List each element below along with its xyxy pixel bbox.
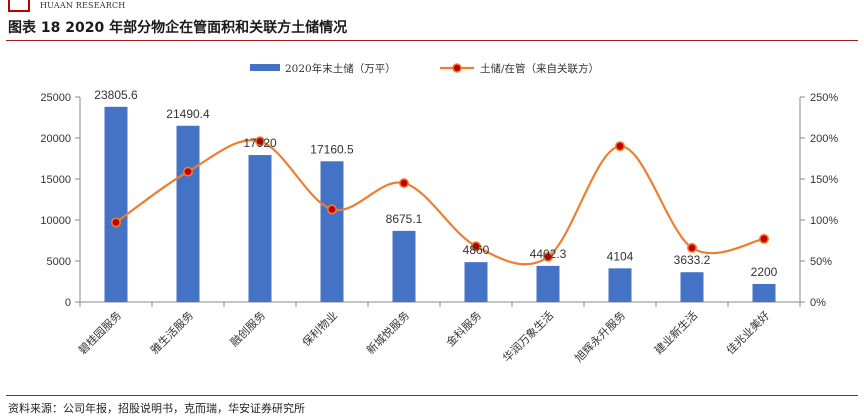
ratio-marker	[470, 241, 481, 252]
logo-icon	[8, 0, 30, 12]
line-series	[111, 136, 769, 266]
bar	[320, 161, 344, 302]
bar-value-label: 23805.6	[94, 88, 138, 102]
figure-title: 图表 18 2020 年部分物企在管面积和关联方土储情况	[8, 20, 348, 36]
category-label: 金科服务	[443, 308, 484, 349]
legend-bar-swatch	[250, 64, 280, 71]
ratio-marker	[326, 204, 337, 215]
legend: 2020年末土储（万平） 土储/在管（来自关联方）	[250, 62, 599, 75]
category-label: 旭辉永升服务	[572, 308, 629, 365]
left-tick-label: 0	[65, 297, 71, 309]
ratio-marker	[398, 178, 409, 189]
bar-value-label: 2200	[751, 265, 778, 279]
bar	[392, 230, 416, 302]
top-rule	[6, 40, 858, 41]
bar-value-label: 8675.1	[386, 212, 423, 226]
right-tick-label: 200%	[810, 133, 838, 145]
left-tick-label: 15000	[40, 174, 71, 186]
bar	[752, 283, 776, 302]
axes: 0 5000 10000 15000 20000 25000 0% 50% 100% 150% 20…	[40, 92, 838, 309]
category-label: 佳兆业美好	[723, 308, 772, 357]
ratio-marker	[542, 251, 553, 262]
right-tick-label: 50%	[810, 256, 832, 268]
legend-bar-label: 2020年末土储（万平）	[285, 62, 396, 75]
bar	[536, 265, 560, 302]
right-tick-label: 250%	[810, 92, 838, 104]
bar-value-label: 21490.4	[166, 107, 210, 121]
bar-series	[104, 106, 776, 302]
ratio-marker	[758, 233, 769, 244]
category-label: 新城悦服务	[363, 308, 412, 357]
ratio-marker	[255, 136, 266, 147]
ratio-line	[115, 139, 765, 266]
right-tick-label: 100%	[810, 215, 838, 227]
bar	[680, 272, 704, 302]
bar-value-label: 4104	[607, 249, 634, 263]
category-label: 碧桂园服务	[75, 308, 124, 357]
legend-marker-swatch	[452, 63, 462, 73]
bar-value-label: 17160.5	[310, 142, 354, 156]
category-label: 建业新生活	[651, 308, 700, 357]
data-labels: 23805.6 21490.4 17920 17160.5 8675.1 4860 4402…	[94, 88, 777, 279]
category-label: 雅生活服务	[147, 308, 196, 357]
left-tick-label: 5000	[47, 256, 71, 268]
left-tick-label: 10000	[40, 215, 71, 227]
category-labels: 碧桂园服务 雅生活服务 融创服务 保利物业 新城悦服务 金科服务 华润万象生活 旭辉永升服务建…	[75, 308, 772, 365]
legend-line-label: 土储/在管（来自关联方）	[480, 62, 599, 75]
left-tick-label: 25000	[40, 92, 71, 104]
category-label: 保利物业	[299, 308, 340, 349]
ratio-marker	[183, 166, 194, 177]
bar	[176, 125, 200, 302]
chart-area: 2020年末土储（万平） 土储/在管（来自关联方） 0 5000 10000 15000…	[40, 62, 838, 365]
bar	[104, 106, 128, 302]
bar-value-label: 17920	[243, 136, 277, 150]
bar-value-label: 3633.2	[674, 253, 711, 267]
category-label: 华润万象生活	[500, 308, 557, 365]
bottom-rule	[6, 395, 858, 396]
left-tick-label: 20000	[40, 133, 71, 145]
right-tick-label: 0%	[810, 297, 826, 309]
ratio-marker	[111, 217, 122, 228]
bar	[464, 262, 488, 302]
logo-text: HUAAN RESEARCH	[40, 1, 126, 10]
bar	[608, 268, 632, 302]
bar-value-label: 4402.3	[530, 247, 567, 261]
ratio-marker	[614, 141, 625, 152]
bar	[248, 155, 272, 302]
bar-value-label: 4860	[463, 243, 490, 257]
right-tick-label: 150%	[810, 174, 838, 186]
category-label: 融创服务	[228, 309, 268, 349]
ratio-marker	[686, 242, 697, 253]
source-note: 资料来源：公司年报，招股说明书，克而瑞，华安证券研究所	[8, 402, 305, 415]
